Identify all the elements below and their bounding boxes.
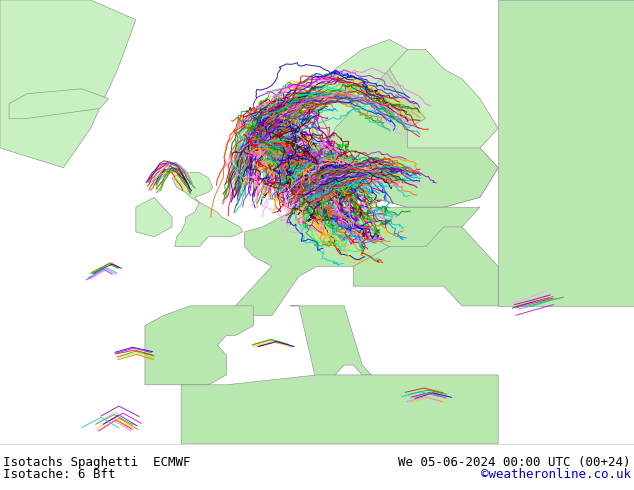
- Text: Isotache: 6 Bft: Isotache: 6 Bft: [3, 468, 115, 481]
- Text: ©weatheronline.co.uk: ©weatheronline.co.uk: [481, 468, 631, 481]
- Polygon shape: [0, 0, 136, 168]
- Polygon shape: [290, 306, 372, 394]
- Polygon shape: [9, 89, 108, 119]
- Polygon shape: [353, 207, 480, 246]
- Polygon shape: [136, 197, 172, 237]
- Polygon shape: [326, 69, 498, 207]
- Text: We 05-06-2024 00:00 UTC (00+24): We 05-06-2024 00:00 UTC (00+24): [398, 456, 631, 468]
- Polygon shape: [353, 207, 498, 306]
- Polygon shape: [262, 40, 498, 207]
- Polygon shape: [172, 172, 243, 246]
- Text: Isotachs Spaghetti  ECMWF: Isotachs Spaghetti ECMWF: [3, 456, 191, 468]
- Polygon shape: [181, 197, 389, 316]
- Polygon shape: [145, 306, 254, 385]
- Polygon shape: [389, 49, 498, 148]
- Polygon shape: [181, 375, 498, 444]
- Polygon shape: [299, 172, 317, 202]
- Polygon shape: [498, 0, 634, 306]
